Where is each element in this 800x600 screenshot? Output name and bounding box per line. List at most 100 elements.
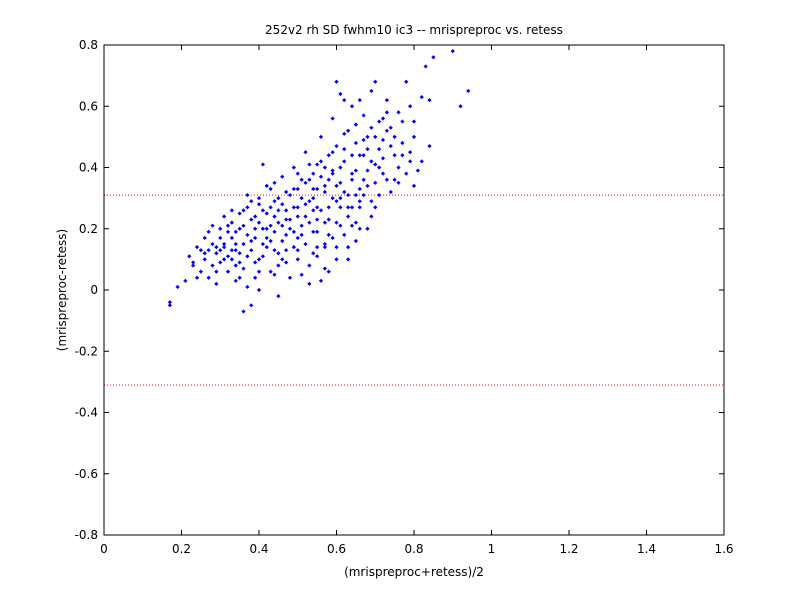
y-tick-label: -0.2 (75, 344, 98, 358)
data-point (291, 186, 296, 192)
data-point (377, 165, 382, 170)
data-point (225, 223, 231, 228)
data-point (284, 189, 289, 195)
x-tick-label: 0.8 (404, 542, 423, 556)
data-point (373, 162, 378, 167)
data-point (264, 226, 269, 231)
data-point (408, 150, 413, 155)
data-point (346, 128, 351, 133)
data-point (311, 186, 316, 192)
data-point (415, 168, 420, 173)
data-point (303, 241, 308, 247)
data-point (245, 254, 250, 259)
data-point (272, 248, 277, 253)
data-point (287, 192, 293, 198)
data-point (322, 189, 327, 195)
data-point (233, 248, 238, 253)
data-point (404, 171, 409, 176)
data-point (183, 278, 188, 283)
data-point (303, 214, 308, 219)
data-point (311, 251, 316, 256)
data-point (377, 147, 382, 152)
data-point (411, 183, 417, 188)
data-point (408, 159, 413, 164)
data-point (284, 208, 289, 213)
data-point (284, 217, 289, 222)
data-point (276, 294, 281, 299)
data-point (392, 134, 397, 139)
data-point (377, 192, 382, 198)
data-point (315, 186, 320, 192)
data-point (307, 199, 312, 204)
data-point (330, 168, 335, 173)
data-point (276, 263, 281, 268)
data-point (326, 205, 331, 210)
data-point (241, 223, 246, 228)
data-point (315, 254, 320, 259)
data-point (318, 134, 324, 139)
data-point (237, 260, 242, 265)
data-point (256, 220, 262, 225)
data-point (342, 189, 347, 195)
data-point (249, 303, 254, 308)
data-point (384, 128, 389, 133)
x-tick-label: 0 (100, 542, 108, 556)
data-point (346, 245, 351, 250)
data-point (315, 245, 320, 250)
data-point (361, 137, 366, 143)
data-point (264, 245, 269, 250)
data-point (280, 257, 285, 262)
data-point (346, 205, 351, 210)
data-point (287, 275, 293, 280)
data-point (396, 180, 401, 185)
data-point (299, 232, 304, 237)
data-point (233, 241, 238, 247)
data-point (326, 217, 331, 222)
data-point (260, 162, 265, 167)
data-point (322, 183, 327, 188)
data-point (167, 300, 172, 305)
data-point (318, 174, 324, 179)
data-point (260, 254, 265, 259)
data-point (361, 192, 366, 198)
data-point (334, 183, 339, 188)
data-point (256, 257, 262, 262)
data-point (280, 174, 285, 179)
data-point (249, 248, 254, 253)
data-point (256, 269, 262, 274)
data-point (260, 226, 265, 231)
data-point (311, 196, 316, 201)
data-point (315, 162, 320, 167)
data-point (380, 171, 386, 176)
data-point (249, 199, 254, 204)
data-point (214, 281, 219, 286)
data-point (167, 303, 172, 308)
data-point (357, 186, 362, 192)
data-point (346, 257, 351, 262)
data-point (225, 254, 231, 259)
data-point (369, 199, 374, 204)
data-point (427, 143, 432, 149)
data-point (365, 168, 370, 173)
data-point (326, 269, 331, 274)
data-point (342, 131, 347, 136)
data-point (222, 241, 227, 247)
data-point (311, 229, 316, 234)
data-point (272, 272, 277, 277)
data-point (272, 214, 277, 219)
data-point (361, 153, 366, 158)
data-point (380, 156, 386, 161)
data-point (268, 238, 273, 244)
data-point (353, 220, 358, 225)
data-point (237, 251, 242, 256)
data-point (284, 260, 289, 265)
data-point (388, 189, 393, 195)
data-point (330, 235, 335, 241)
x-axis-ticks: 0 0.2 0.4 0.6 0.8 1 1.2 1.4 1.6 (100, 45, 734, 556)
data-point (307, 162, 312, 167)
data-point (253, 275, 258, 280)
data-point (237, 211, 242, 216)
data-point (349, 205, 355, 210)
data-point (295, 235, 300, 241)
data-point (334, 199, 339, 204)
